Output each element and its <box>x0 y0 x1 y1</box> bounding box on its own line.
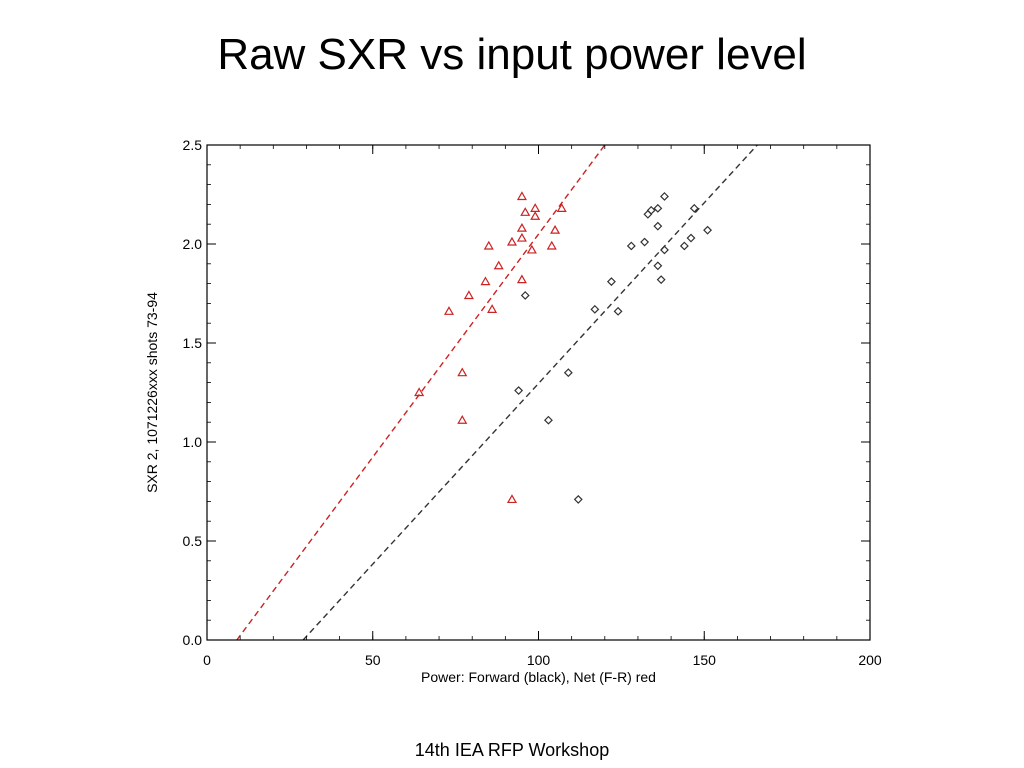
data-point-triangle <box>546 240 557 250</box>
fit-line-diamond <box>302 144 758 641</box>
data-point-triangle <box>463 290 474 300</box>
y-tick-label: 0.5 <box>183 533 203 549</box>
data-point-triangle <box>480 276 491 286</box>
data-point-diamond <box>686 233 696 243</box>
data-point-diamond <box>656 275 666 285</box>
data-point-triangle <box>520 207 531 216</box>
data-point-diamond <box>679 241 689 251</box>
data-point-diamond <box>590 304 600 314</box>
data-point-diamond <box>703 225 713 235</box>
chart-axes: 0 50 100 150 200 0.0 0.5 1.0 1.5 2.0 2.5 <box>183 137 882 668</box>
data-point-diamond <box>563 368 573 378</box>
y-tick-label: 2.5 <box>183 137 203 153</box>
data-point-diamond <box>613 306 623 316</box>
x-axis-label: Power: Forward (black), Net (F-R) red <box>421 669 656 685</box>
data-point-diamond <box>606 277 616 287</box>
data-point-diamond <box>640 237 650 247</box>
data-point-triangle <box>530 203 541 212</box>
data-point-triangle <box>493 260 504 270</box>
data-point-diamond <box>653 221 663 231</box>
data-point-diamond <box>653 203 663 213</box>
data-point-triangle <box>457 367 468 377</box>
x-tick-label: 200 <box>858 652 882 668</box>
y-tick-label: 1.0 <box>183 434 203 450</box>
data-point-diamond <box>646 205 656 215</box>
data-point-triangle <box>516 222 527 232</box>
data-point-triangle <box>487 304 498 313</box>
x-tick-label: 150 <box>693 652 717 668</box>
data-point-triangle <box>483 240 494 250</box>
data-point-triangle <box>414 387 425 397</box>
data-point-triangle <box>516 274 527 284</box>
data-point-diamond <box>573 494 583 504</box>
x-tick-label: 100 <box>527 652 551 668</box>
data-point-triangle <box>550 224 561 234</box>
data-point-triangle <box>506 236 518 246</box>
data-point-diamond <box>653 261 663 271</box>
data-point-diamond <box>514 386 524 395</box>
y-tick-label: 2.0 <box>183 236 203 252</box>
data-point-triangle <box>526 244 537 254</box>
y-tick-label: 1.5 <box>183 335 203 351</box>
data-point-diamond <box>520 291 530 300</box>
data-point-triangle <box>530 211 541 220</box>
data-point-diamond <box>626 241 636 251</box>
data-point-diamond <box>660 192 669 201</box>
y-axis-label: SXR 2, 1071226xxx shots 73-94 <box>144 292 160 493</box>
fit-line-triangle <box>236 144 606 641</box>
data-point-triangle <box>516 191 527 201</box>
y-tick-label: 0.0 <box>183 632 203 648</box>
data-point-triangle <box>556 203 567 212</box>
slide-footer: 14th IEA RFP Workshop <box>414 740 610 760</box>
data-point-triangle <box>516 232 527 242</box>
chart-marks <box>236 144 758 641</box>
slide-title: Raw SXR vs input power level <box>217 30 807 79</box>
data-point-triangle <box>506 494 518 504</box>
data-point-triangle <box>457 415 468 424</box>
data-point-diamond <box>689 203 699 213</box>
x-tick-label: 0 <box>203 652 211 668</box>
data-point-diamond <box>660 245 669 255</box>
data-point-triangle <box>443 306 455 315</box>
data-point-diamond <box>543 415 553 425</box>
x-tick-label: 50 <box>365 652 381 668</box>
data-point-diamond <box>643 209 653 219</box>
